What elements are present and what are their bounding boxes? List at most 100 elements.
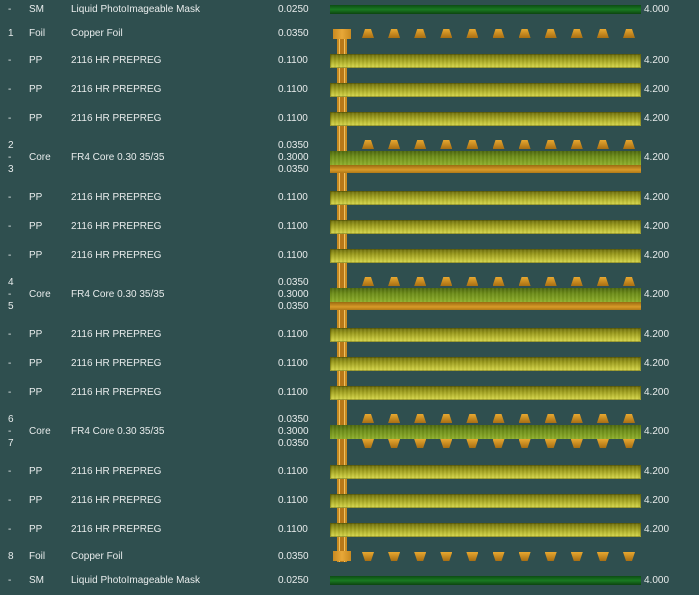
material-name: 2116 HR PREPREG (71, 387, 162, 398)
layer-number: - (8, 524, 12, 535)
material-name: 2116 HR PREPREG (71, 192, 162, 203)
prepreg-layer-bar (330, 494, 641, 508)
dielectric-constant: 4.000 (644, 4, 670, 15)
copper-pad-icon (544, 277, 557, 286)
layer-type: PP (29, 250, 43, 261)
dielectric-constant: 4.200 (644, 113, 670, 124)
dielectric-constant: 4.200 (644, 329, 670, 340)
thickness-value: 0.0250 (278, 4, 309, 15)
thickness-value: 0.1100 (278, 358, 308, 369)
copper-pad-icon (466, 140, 479, 149)
copper-pad-icon (362, 552, 374, 561)
prepreg-layer-bar (330, 54, 641, 68)
copper-pad-icon (362, 140, 374, 149)
thickness-value: 0.0350 (278, 551, 309, 562)
prepreg-layer-bar (330, 523, 641, 537)
thickness-value: 0.1100 (278, 524, 308, 535)
copper-pad-icon (466, 277, 479, 286)
solder-mask-bar (330, 576, 641, 585)
copper-pad-icon (388, 29, 401, 38)
thickness-value: 0.3000 (278, 152, 309, 163)
material-name: Copper Foil (71, 28, 123, 39)
layer-type: PP (29, 524, 43, 535)
copper-pad-icon (596, 277, 609, 286)
copper-pad-icon (440, 552, 453, 561)
dielectric-constant: 4.200 (644, 221, 670, 232)
layer-number: 7 (8, 438, 14, 449)
copper-pad-icon (414, 140, 427, 149)
layer-number: - (8, 387, 12, 398)
material-name: 2116 HR PREPREG (71, 113, 162, 124)
layer-type: PP (29, 466, 43, 477)
copper-plane-bar (330, 165, 641, 173)
copper-pad-icon (596, 439, 609, 448)
copper-pad-icon (570, 414, 583, 423)
copper-pad-icon (544, 439, 557, 448)
copper-pad-icon (570, 277, 583, 286)
prepreg-layer-bar (330, 357, 641, 371)
prepreg-layer-bar (330, 83, 641, 97)
material-name: 2116 HR PREPREG (71, 221, 162, 232)
layer-number: 8 (8, 551, 14, 562)
copper-pad-icon (518, 29, 531, 38)
thickness-value: 0.3000 (278, 426, 309, 437)
copper-pad-icon (544, 140, 557, 149)
core-layer-bar (330, 151, 641, 165)
copper-pad-icon (362, 29, 374, 38)
dielectric-constant: 4.000 (644, 575, 670, 586)
copper-plane-bar (330, 302, 641, 310)
core-layer-bar (330, 288, 641, 302)
layer-type: PP (29, 358, 43, 369)
copper-pad-icon (388, 140, 401, 149)
copper-pad-icon (362, 277, 374, 286)
copper-pad-icon (440, 439, 453, 448)
layer-number: - (8, 221, 12, 232)
layer-type: SM (29, 4, 44, 15)
copper-pad-icon (362, 414, 374, 423)
layer-number: - (8, 329, 12, 340)
copper-pad-icon (414, 277, 427, 286)
copper-pad-icon (388, 439, 401, 448)
dielectric-constant: 4.200 (644, 426, 670, 437)
thickness-value: 0.0350 (278, 414, 309, 425)
material-name: 2116 HR PREPREG (71, 466, 162, 477)
dielectric-constant: 4.200 (644, 192, 670, 203)
copper-pad-icon (623, 552, 635, 561)
copper-pad-icon (544, 414, 557, 423)
dielectric-constant: 4.200 (644, 495, 670, 506)
copper-pad-icon (492, 140, 505, 149)
copper-pad-icon (414, 414, 427, 423)
copper-pad-icon (518, 414, 531, 423)
copper-pad-icon (570, 140, 583, 149)
copper-pad-icon (388, 552, 401, 561)
prepreg-layer-bar (330, 465, 641, 479)
layer-number: - (8, 152, 12, 163)
dielectric-constant: 4.200 (644, 152, 670, 163)
copper-pad-icon (440, 140, 453, 149)
copper-pad-icon (466, 439, 479, 448)
copper-pad-icon (623, 140, 635, 149)
dielectric-constant: 4.200 (644, 289, 670, 300)
layer-type: SM (29, 575, 44, 586)
copper-pad-icon (623, 439, 635, 448)
material-name: 2116 HR PREPREG (71, 524, 162, 535)
copper-pad-icon (544, 552, 557, 561)
prepreg-layer-bar (330, 386, 641, 400)
dielectric-constant: 4.200 (644, 387, 670, 398)
layer-number: - (8, 289, 12, 300)
layer-type: PP (29, 495, 43, 506)
solder-mask-bar (330, 5, 641, 14)
thickness-value: 0.1100 (278, 221, 308, 232)
copper-pad-icon (440, 29, 453, 38)
material-name: FR4 Core 0.30 35/35 (71, 152, 165, 163)
thickness-value: 0.1100 (278, 387, 308, 398)
layer-number: 3 (8, 164, 14, 175)
dielectric-constant: 4.200 (644, 358, 670, 369)
copper-pad-icon (414, 439, 427, 448)
copper-pad-icon (623, 277, 635, 286)
layer-number: - (8, 84, 12, 95)
thickness-value: 0.1100 (278, 192, 308, 203)
layer-number: - (8, 358, 12, 369)
material-name: 2116 HR PREPREG (71, 358, 162, 369)
material-name: FR4 Core 0.30 35/35 (71, 289, 165, 300)
